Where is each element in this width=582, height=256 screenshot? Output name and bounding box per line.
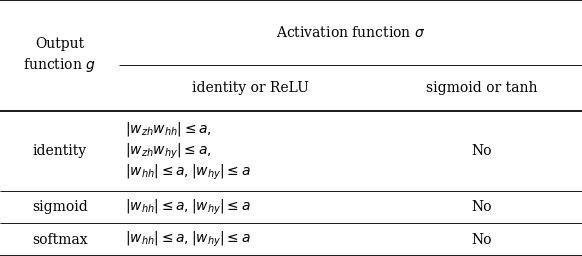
Text: identity or ReLU: identity or ReLU <box>192 81 308 95</box>
Text: $|w_{hh}| \leq a, |w_{hy}| \leq a$: $|w_{hh}| \leq a, |w_{hy}| \leq a$ <box>125 163 251 183</box>
Text: Activation function $\sigma$: Activation function $\sigma$ <box>276 25 425 40</box>
Text: No: No <box>471 233 492 247</box>
Text: No: No <box>471 200 492 214</box>
Text: $|w_{hh}| \leq a, |w_{hy}| \leq a$: $|w_{hh}| \leq a, |w_{hy}| \leq a$ <box>125 230 251 249</box>
Text: $|w_{zh}w_{hh}| \leq a,$: $|w_{zh}w_{hh}| \leq a,$ <box>125 120 212 138</box>
Text: $|w_{zh}w_{hy}| \leq a,$: $|w_{zh}w_{hy}| \leq a,$ <box>125 141 212 161</box>
Text: Output
function $g$: Output function $g$ <box>23 37 96 74</box>
Text: sigmoid: sigmoid <box>32 200 87 214</box>
Text: sigmoid or tanh: sigmoid or tanh <box>426 81 537 95</box>
Text: softmax: softmax <box>32 233 87 247</box>
Text: No: No <box>471 144 492 158</box>
Text: $|w_{hh}| \leq a, |w_{hy}| \leq a$: $|w_{hh}| \leq a, |w_{hy}| \leq a$ <box>125 197 251 217</box>
Text: identity: identity <box>33 144 87 158</box>
